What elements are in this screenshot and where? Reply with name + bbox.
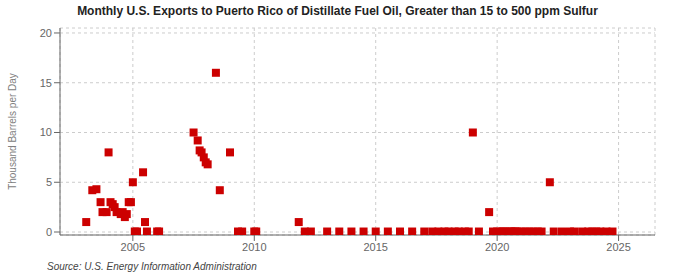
svg-text:2020: 2020 (485, 241, 509, 253)
svg-text:20: 20 (40, 27, 52, 39)
html-text:Source: U.S. Energy Informatio: Source: U.S. Energy Information Administ… (47, 261, 257, 272)
svg-text:2005: 2005 (121, 241, 145, 253)
svg-text:Thousand Barrels per Day: Thousand Barrels per Day (8, 73, 18, 190)
svg-text:5: 5 (46, 176, 52, 188)
svg-text:0: 0 (46, 226, 52, 238)
html-text:Monthly U.S. Exports to Puerto: Monthly U.S. Exports to Puerto Rico of D… (77, 4, 598, 18)
svg-text:10: 10 (40, 126, 52, 138)
svg-text:2010: 2010 (242, 241, 266, 253)
svg-text:15: 15 (40, 77, 52, 89)
svg-text:2015: 2015 (363, 241, 387, 253)
svg-text:2025: 2025 (606, 241, 630, 253)
